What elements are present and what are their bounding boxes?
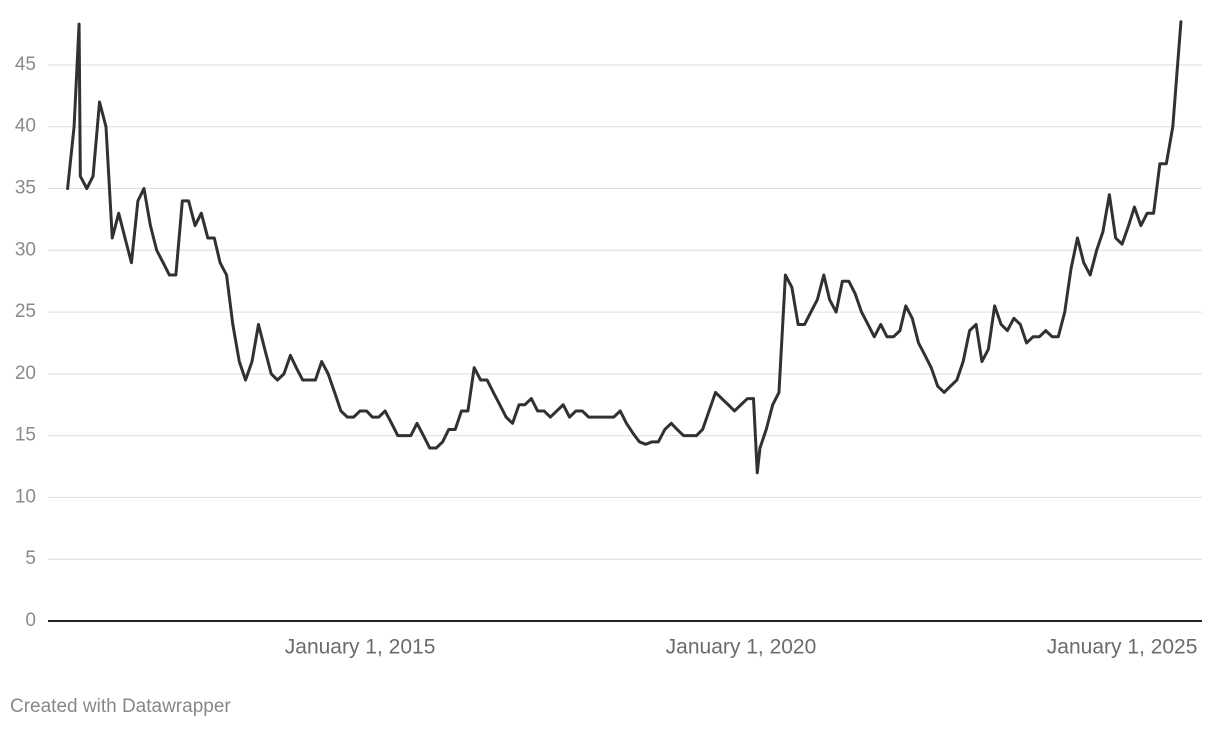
y-tick-label: 30 <box>15 239 36 260</box>
y-tick-label: 5 <box>25 548 36 569</box>
y-tick-label: 35 <box>15 178 36 199</box>
data-line <box>66 20 1183 475</box>
y-tick-label: 25 <box>15 301 36 322</box>
y-tick-label: 0 <box>25 610 36 631</box>
y-tick-label: 15 <box>15 425 36 446</box>
y-tick-label: 20 <box>15 363 36 384</box>
x-tick-label: January 1, 2025 <box>1047 636 1198 659</box>
y-tick-label: 10 <box>15 486 36 507</box>
x-tick-label: January 1, 2020 <box>666 636 817 659</box>
source-note: Created with Datawrapper <box>10 696 231 717</box>
y-tick-label: 40 <box>15 116 36 137</box>
x-tick-label: January 1, 2015 <box>285 636 436 659</box>
y-tick-label: 45 <box>15 54 36 75</box>
